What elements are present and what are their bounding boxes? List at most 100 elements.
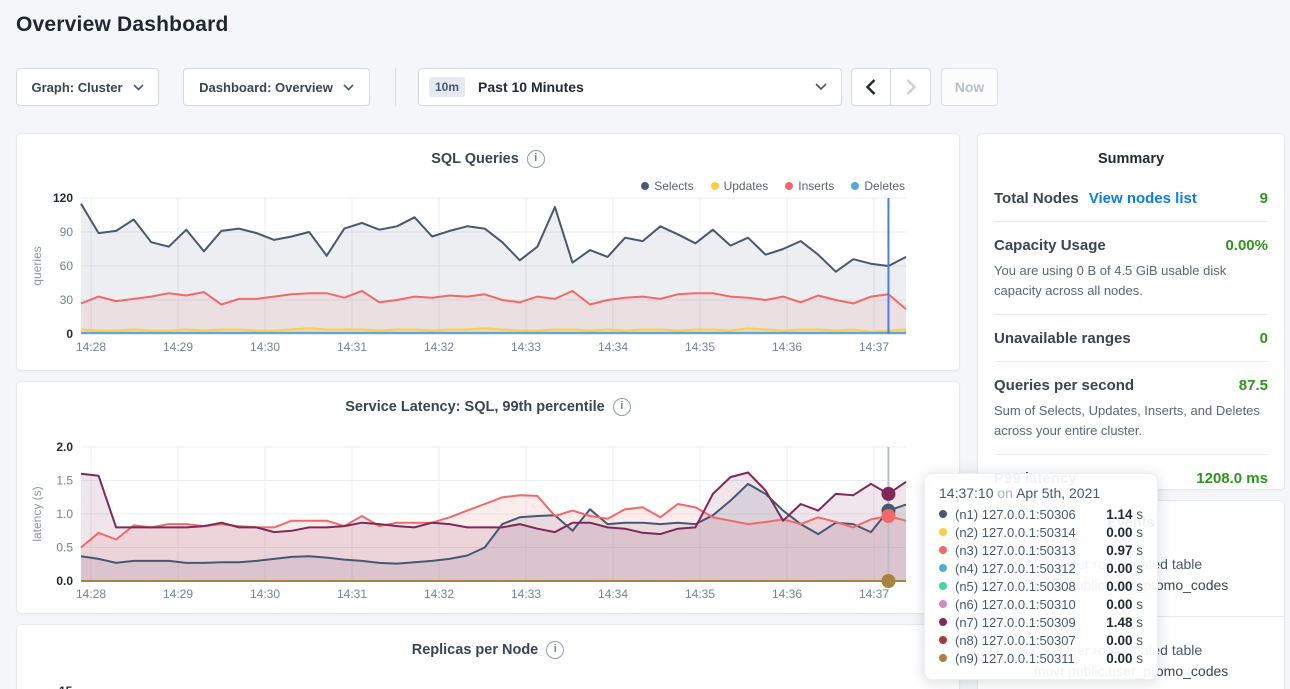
- legend-item-selects[interactable]: Selects: [641, 179, 694, 193]
- svg-text:1.5: 1.5: [56, 474, 73, 488]
- time-range-dropdown[interactable]: 10m Past 10 Minutes: [418, 68, 842, 106]
- svg-text:14:37: 14:37: [859, 587, 889, 601]
- svg-text:0.5: 0.5: [56, 541, 73, 555]
- node-color-dot: [939, 546, 947, 554]
- toolbar: Graph: Cluster Dashboard: Overview 10m P…: [0, 68, 1290, 106]
- tooltip-node-row: (n7) 127.0.0.1:50309 1.48 s: [939, 613, 1143, 631]
- summary-row-unavailable-ranges: Unavailable ranges 0: [994, 315, 1268, 362]
- node-latency-value: 0.97 s: [1106, 542, 1143, 558]
- chart-title-row: Replicas per Node i: [17, 641, 959, 659]
- capacity-label: Capacity Usage: [994, 237, 1106, 254]
- node-address: (n1) 127.0.0.1:50306: [955, 506, 1076, 522]
- qps-description: Sum of Selects, Updates, Inserts, and De…: [994, 403, 1260, 438]
- legend-dot: [785, 182, 794, 190]
- node-color-dot: [939, 636, 947, 644]
- node-latency-value: 0.00 s: [1106, 578, 1143, 594]
- time-prev-button[interactable]: [851, 68, 891, 106]
- node-address: (n6) 127.0.0.1:50310: [955, 596, 1076, 612]
- node-address: (n5) 127.0.0.1:50308: [955, 578, 1076, 594]
- chevron-left-icon: [866, 79, 876, 95]
- view-nodes-list-link[interactable]: View nodes list: [1088, 190, 1197, 207]
- chevron-down-icon: [815, 83, 827, 91]
- legend-item-updates[interactable]: Updates: [710, 179, 769, 193]
- legend-item-inserts[interactable]: Inserts: [785, 179, 834, 193]
- node-color-dot: [939, 654, 947, 662]
- node-address: (n9) 127.0.0.1:50311: [955, 650, 1075, 666]
- tooltip-node-row: (n1) 127.0.0.1:50306 1.14 s: [939, 505, 1143, 523]
- replicas-chart-card: Replicas per Node i 15: [16, 624, 960, 689]
- tooltip-node-row: (n5) 127.0.0.1:50308 0.00 s: [939, 577, 1143, 595]
- svg-text:14:36: 14:36: [772, 587, 802, 601]
- summary-title: Summary: [1097, 151, 1165, 167]
- svg-text:120: 120: [53, 191, 73, 205]
- node-color-dot: [939, 528, 947, 536]
- svg-text:14:29: 14:29: [163, 587, 193, 601]
- svg-text:14:31: 14:31: [337, 340, 367, 354]
- tooltip-node-row: (n8) 127.0.0.1:50307 0.00 s: [939, 631, 1143, 649]
- y-axis-tick: 15: [59, 684, 72, 689]
- svg-text:latency (s): latency (s): [30, 486, 44, 541]
- qps-value: 87.5: [1238, 377, 1268, 394]
- tooltip-rows: (n1) 127.0.0.1:50306 1.14 s (n2) 127.0.0.1…: [939, 505, 1143, 667]
- svg-text:14:28: 14:28: [76, 340, 106, 354]
- time-range-badge: 10m: [429, 77, 466, 97]
- svg-text:14:30: 14:30: [250, 340, 280, 354]
- svg-text:0.0: 0.0: [56, 574, 73, 588]
- svg-text:1.0: 1.0: [56, 507, 73, 521]
- tooltip-node-row: (n9) 127.0.0.1:50311 0.00 s: [939, 649, 1143, 667]
- sql-queries-chart-card: SQL Queries i Selects Updates Inserts Delet…: [16, 133, 960, 371]
- time-next-button[interactable]: [891, 68, 931, 106]
- summary-row-total-nodes: Total Nodes View nodes list 9: [994, 175, 1268, 222]
- unavailable-ranges-label: Unavailable ranges: [994, 330, 1131, 347]
- svg-text:30: 30: [60, 293, 74, 307]
- node-latency-value: 0.00 s: [1106, 632, 1143, 648]
- info-icon[interactable]: i: [612, 398, 631, 416]
- node-address: (n4) 127.0.0.1:50312: [955, 560, 1076, 576]
- p99-latency-value: 1208.0 ms: [1196, 470, 1268, 487]
- sql-queries-plot[interactable]: 14:28 14:29 14:30 14:31 14:32 14:33 14:34 14:35…: [17, 134, 961, 372]
- toolbar-divider: [395, 68, 396, 106]
- service-latency-plot[interactable]: 14:28 14:29 14:30 14:31 14:32 14:33 14:34 14:35…: [17, 382, 961, 615]
- node-latency-value: 1.48 s: [1106, 614, 1143, 630]
- chart-title: Replicas per Node: [411, 642, 539, 658]
- tooltip-node-row: (n2) 127.0.0.1:50314 0.00 s: [939, 523, 1143, 541]
- info-icon[interactable]: i: [526, 150, 545, 168]
- svg-text:14:37: 14:37: [859, 340, 889, 354]
- chart-title: SQL Queries: [431, 151, 519, 167]
- total-nodes-label: Total Nodes: [994, 190, 1079, 207]
- tooltip-node-row: (n3) 127.0.0.1:50313 0.97 s: [939, 541, 1143, 559]
- dashboard-dropdown[interactable]: Dashboard: Overview: [183, 68, 370, 106]
- node-address: (n7) 127.0.0.1:50309: [955, 614, 1076, 630]
- legend-label: Updates: [723, 179, 769, 193]
- svg-text:14:35: 14:35: [685, 587, 715, 601]
- svg-text:queries: queries: [30, 246, 44, 285]
- tooltip-node-row: (n4) 127.0.0.1:50312 0.00 s: [939, 559, 1143, 577]
- chevron-down-icon: [132, 83, 144, 91]
- summary-panel: Summary Total Nodes View nodes list 9 Ca…: [977, 133, 1285, 490]
- node-color-dot: [939, 600, 947, 608]
- graph-dropdown[interactable]: Graph: Cluster: [16, 68, 159, 106]
- capacity-value: 0.00%: [1225, 237, 1268, 254]
- summary-rows: Total Nodes View nodes list 9 Capacity U…: [994, 175, 1268, 501]
- legend-label: Inserts: [798, 179, 835, 193]
- node-color-dot: [939, 510, 947, 518]
- svg-text:14:34: 14:34: [598, 340, 628, 354]
- node-color-dot: [939, 564, 947, 572]
- svg-text:90: 90: [60, 225, 74, 239]
- graph-dropdown-label: Graph: Cluster: [31, 79, 123, 95]
- chart-legend: Selects Updates Inserts Deletes: [641, 179, 905, 193]
- svg-text:14:33: 14:33: [511, 340, 541, 354]
- time-nav-buttons: [851, 68, 931, 106]
- legend-label: Deletes: [864, 179, 905, 193]
- now-button[interactable]: Now: [941, 68, 998, 106]
- chevron-down-icon: [343, 83, 354, 91]
- info-icon[interactable]: i: [546, 641, 565, 659]
- svg-text:14:30: 14:30: [250, 587, 280, 601]
- summary-row-qps: Queries per second 87.5 Sum of Selects, …: [994, 362, 1268, 455]
- svg-text:14:32: 14:32: [424, 587, 454, 601]
- qps-label: Queries per second: [994, 377, 1135, 394]
- chart-title: Service Latency: SQL, 99th percentile: [345, 399, 605, 415]
- svg-text:14:36: 14:36: [772, 340, 802, 354]
- unavailable-ranges-value: 0: [1259, 330, 1268, 347]
- legend-item-deletes[interactable]: Deletes: [851, 179, 905, 193]
